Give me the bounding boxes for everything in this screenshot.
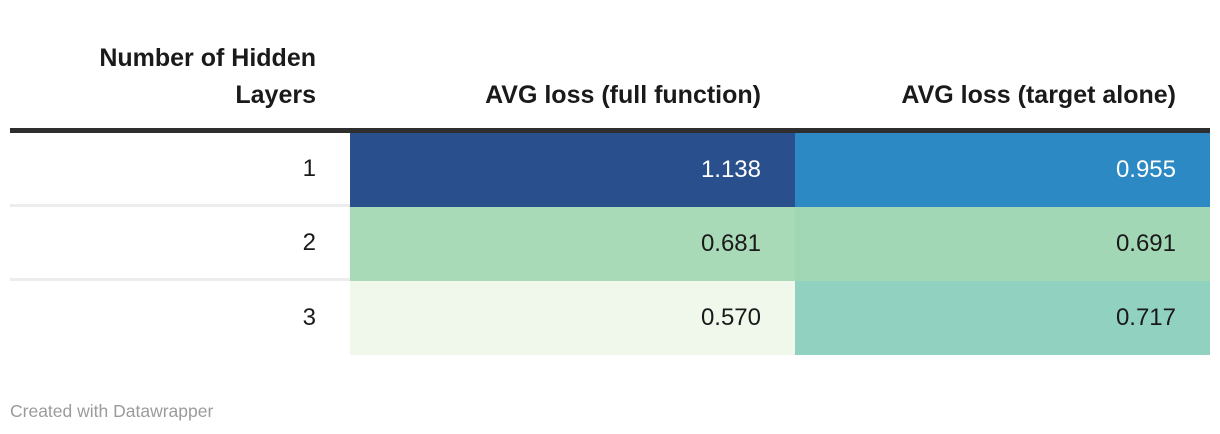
cell-hidden-layers-value: 2 <box>10 207 350 281</box>
table-row: 2 0.681 0.691 <box>10 207 1210 281</box>
header-label-hidden-layers: Number of Hidden Layers <box>99 44 316 109</box>
table-row: 1 1.138 0.955 <box>10 133 1210 207</box>
header-cell-hidden-layers: Number of Hidden Layers <box>10 40 350 114</box>
header-label-avg-loss-target: AVG loss (target alone) <box>901 81 1176 109</box>
datawrapper-credit-link[interactable]: Created with Datawrapper <box>10 401 214 421</box>
cell-avg-loss-target-value: 0.691 <box>795 207 1210 281</box>
header-cell-avg-loss-target: AVG loss (target alone) <box>795 77 1210 114</box>
cell-avg-loss-full-value: 1.138 <box>350 133 795 207</box>
cell-avg-loss-full-value: 0.681 <box>350 207 795 281</box>
cell-avg-loss-target-value: 0.955 <box>795 133 1210 207</box>
cell-hidden-layers-value: 1 <box>10 133 350 207</box>
footer: Created with Datawrapper <box>10 400 1210 422</box>
loss-table: Number of Hidden Layers AVG loss (full f… <box>10 0 1210 355</box>
table-header-row: Number of Hidden Layers AVG loss (full f… <box>10 0 1210 133</box>
table-row: 3 0.570 0.717 <box>10 281 1210 355</box>
cell-avg-loss-target-value: 0.717 <box>795 281 1210 355</box>
header-label-avg-loss-full: AVG loss (full function) <box>485 81 761 109</box>
cell-avg-loss-full-value: 0.570 <box>350 281 795 355</box>
cell-hidden-layers-value: 3 <box>10 281 350 355</box>
header-cell-avg-loss-full: AVG loss (full function) <box>350 77 795 114</box>
